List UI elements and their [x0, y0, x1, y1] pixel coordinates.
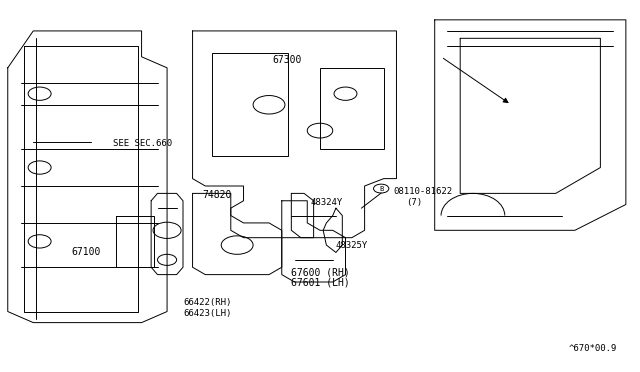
Text: 67601 (LH): 67601 (LH)	[291, 278, 350, 288]
Text: SEE SEC.660: SEE SEC.660	[113, 139, 172, 148]
Text: (7): (7)	[406, 198, 422, 207]
Text: 67100: 67100	[72, 247, 101, 257]
Text: B: B	[379, 186, 383, 192]
Text: 08110-81622: 08110-81622	[394, 187, 452, 196]
Text: 66422(RH): 66422(RH)	[183, 298, 232, 307]
Text: 67300: 67300	[272, 55, 301, 65]
Text: 74820: 74820	[202, 190, 232, 200]
Text: ^670*00.9: ^670*00.9	[568, 344, 617, 353]
Text: 67600 (RH): 67600 (RH)	[291, 268, 350, 278]
Text: 66423(LH): 66423(LH)	[183, 309, 232, 318]
Text: 48324Y: 48324Y	[310, 198, 342, 207]
Text: 48325Y: 48325Y	[336, 241, 368, 250]
